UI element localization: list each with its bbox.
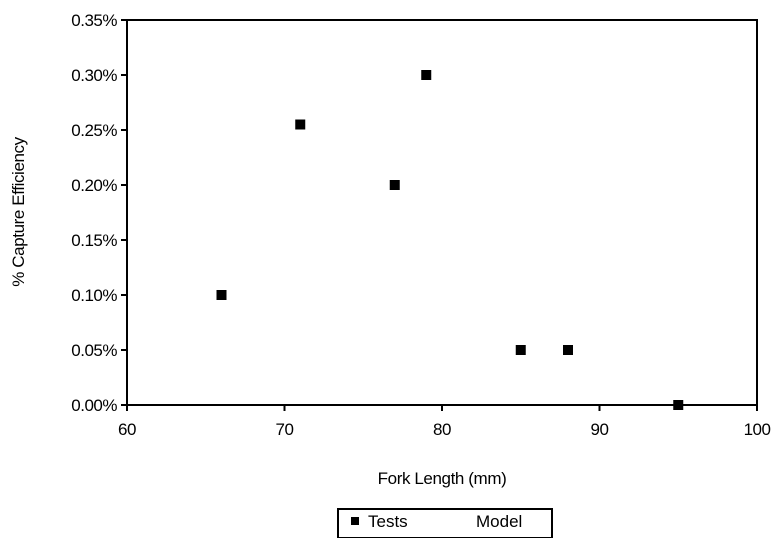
tests-series (216, 70, 684, 410)
legend: Tests Model (337, 508, 553, 538)
legend-marker-tests (351, 517, 359, 525)
x-tick-label: 70 (276, 420, 294, 439)
data-point-tests (216, 290, 227, 300)
legend-box (337, 508, 553, 538)
y-tick-label: 0.25% (71, 121, 117, 140)
x-tick-label: 100 (744, 420, 771, 439)
data-point-tests (295, 119, 306, 130)
y-tick-label: 0.15% (71, 231, 117, 250)
data-point-tests (421, 70, 432, 80)
plot-area (126, 19, 758, 406)
x-tick-label: 80 (433, 420, 451, 439)
y-tick-label: 0.10% (71, 286, 117, 305)
x-tick-label: 60 (118, 420, 136, 439)
y-tick-label: 0.05% (71, 341, 117, 360)
x-tick-label: 90 (591, 420, 609, 439)
legend-label-model: Model (476, 512, 522, 531)
x-axis-ticks: 60 70 80 90 100 (118, 405, 771, 439)
data-point-tests (563, 345, 573, 355)
x-axis-title: Fork Length (mm) (378, 469, 507, 488)
y-tick-label: 0.30% (71, 66, 117, 85)
y-tick-label: 0.35% (71, 11, 117, 30)
y-axis-ticks: 0.00% 0.05% 0.10% 0.15% 0.20% 0.25% 0.30% 0.35% (71, 11, 127, 415)
data-point-tests (515, 345, 526, 355)
data-point-tests (673, 400, 684, 410)
y-tick-label: 0.00% (71, 396, 117, 415)
data-point-tests (389, 180, 400, 190)
y-tick-label: 0.20% (71, 176, 117, 195)
legend-label-tests: Tests (368, 512, 408, 531)
y-axis-title: % Capture Efficiency (9, 136, 28, 286)
